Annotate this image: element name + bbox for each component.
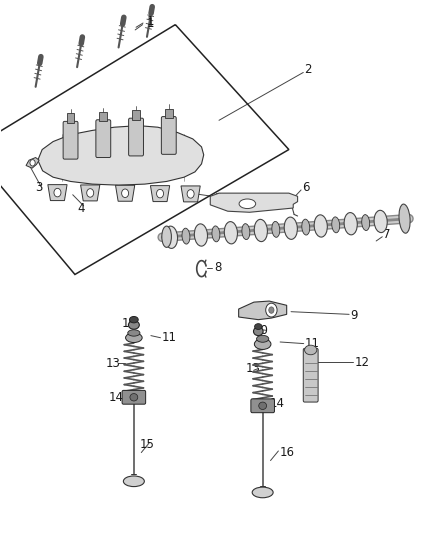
Ellipse shape [128, 321, 139, 329]
Ellipse shape [344, 213, 357, 235]
Polygon shape [181, 186, 200, 202]
Ellipse shape [126, 333, 142, 343]
Circle shape [122, 189, 129, 198]
Ellipse shape [212, 226, 220, 242]
Circle shape [54, 188, 61, 197]
Ellipse shape [302, 219, 310, 235]
Ellipse shape [194, 224, 208, 246]
Polygon shape [239, 301, 287, 320]
Ellipse shape [182, 228, 190, 244]
Circle shape [187, 190, 194, 198]
Circle shape [30, 160, 35, 166]
FancyBboxPatch shape [303, 349, 318, 402]
Ellipse shape [399, 204, 410, 233]
FancyBboxPatch shape [122, 390, 146, 404]
Ellipse shape [130, 393, 138, 401]
Text: 8: 8 [214, 261, 221, 274]
Ellipse shape [239, 199, 256, 208]
Polygon shape [26, 158, 39, 168]
Ellipse shape [362, 215, 370, 230]
Ellipse shape [224, 222, 237, 244]
Ellipse shape [284, 217, 297, 239]
Ellipse shape [304, 345, 317, 355]
Text: 10: 10 [122, 317, 137, 330]
FancyBboxPatch shape [63, 122, 78, 159]
Text: 13: 13 [246, 362, 261, 375]
Ellipse shape [374, 211, 387, 232]
Text: 3: 3 [35, 181, 42, 195]
Text: 11: 11 [161, 331, 177, 344]
Circle shape [266, 303, 277, 317]
Ellipse shape [272, 221, 280, 237]
Ellipse shape [242, 224, 250, 239]
Circle shape [87, 189, 94, 197]
Polygon shape [116, 185, 135, 201]
Text: 1: 1 [147, 15, 155, 28]
FancyBboxPatch shape [161, 117, 176, 155]
Text: 9: 9 [350, 309, 357, 322]
Ellipse shape [259, 402, 267, 409]
Circle shape [156, 189, 163, 198]
Text: 12: 12 [354, 356, 369, 369]
Text: 4: 4 [77, 201, 85, 214]
Circle shape [269, 307, 274, 313]
Bar [99, 112, 107, 122]
Ellipse shape [124, 476, 145, 487]
Ellipse shape [332, 217, 340, 233]
Ellipse shape [254, 327, 263, 336]
Ellipse shape [128, 330, 140, 336]
Text: 13: 13 [106, 357, 120, 370]
Ellipse shape [164, 226, 177, 248]
Ellipse shape [254, 324, 262, 329]
Text: 16: 16 [279, 446, 294, 459]
Polygon shape [38, 126, 204, 185]
Polygon shape [81, 185, 100, 201]
Bar [165, 109, 173, 118]
Ellipse shape [257, 335, 269, 342]
FancyBboxPatch shape [96, 120, 111, 158]
FancyBboxPatch shape [129, 118, 144, 156]
Ellipse shape [252, 487, 273, 498]
Text: 1: 1 [147, 17, 155, 29]
Ellipse shape [254, 339, 271, 350]
Text: 15: 15 [140, 438, 155, 451]
Text: 2: 2 [304, 63, 312, 76]
FancyBboxPatch shape [251, 399, 275, 413]
Text: 6: 6 [302, 181, 310, 195]
Text: 5: 5 [214, 192, 221, 205]
Polygon shape [210, 193, 297, 212]
Text: 10: 10 [254, 324, 269, 337]
Ellipse shape [254, 220, 268, 241]
Ellipse shape [314, 215, 327, 237]
Bar [132, 110, 140, 120]
Ellipse shape [130, 317, 138, 323]
Text: 14: 14 [109, 391, 124, 405]
Polygon shape [150, 185, 170, 201]
Text: 14: 14 [269, 397, 284, 410]
Bar [67, 114, 74, 123]
Polygon shape [48, 184, 67, 200]
Text: 7: 7 [383, 228, 391, 241]
Ellipse shape [162, 226, 171, 247]
Text: 11: 11 [304, 337, 320, 350]
